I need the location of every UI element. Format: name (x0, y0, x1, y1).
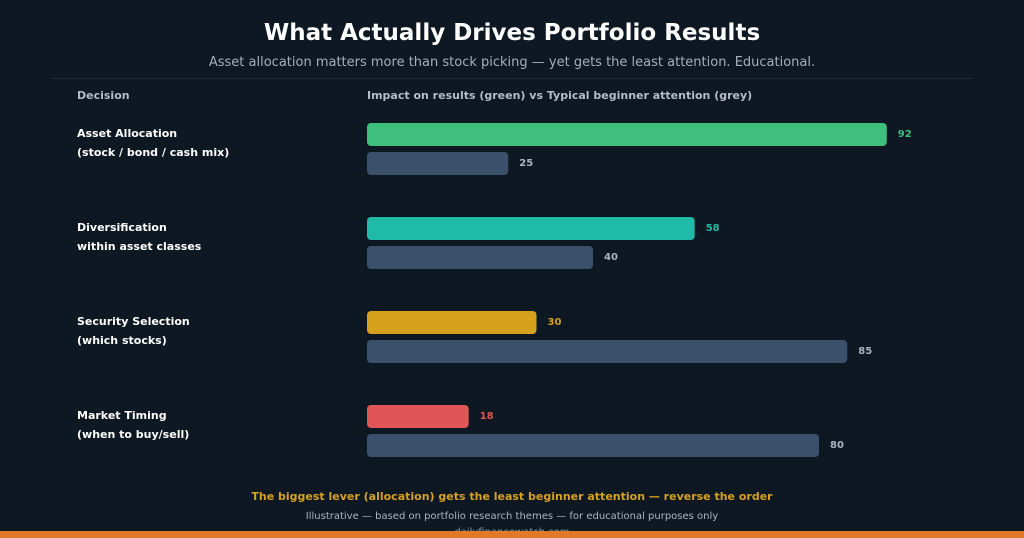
attention-bar (367, 340, 848, 363)
impact-value-label: 58 (706, 223, 720, 234)
impact-bar (367, 123, 887, 146)
impact-column-header: Impact on results (green) vs Typical beg… (367, 89, 753, 102)
attention-bar (367, 434, 819, 457)
impact-bar (367, 311, 537, 334)
category-label-line2: within asset classes (77, 240, 202, 253)
attention-value-label: 80 (830, 440, 844, 451)
category-label-line2: (when to buy/sell) (77, 428, 189, 441)
attention-bar (367, 152, 509, 175)
attention-value-label: 85 (858, 346, 872, 357)
bar-chart: Asset Allocation (stock / bond / cash mix… (77, 123, 912, 457)
category-label-line1: Asset Allocation (77, 127, 177, 140)
footnote-text: Illustrative — based on portfolio resear… (305, 511, 719, 522)
category-label-line1: Diversification (77, 221, 167, 234)
chart-title: What Actually Drives Portfolio Results (263, 20, 761, 46)
impact-value-label: 18 (480, 411, 494, 422)
impact-bar (367, 217, 695, 240)
chart-subtitle: Asset allocation matters more than stock… (208, 55, 816, 70)
category-label-line1: Market Timing (77, 409, 167, 422)
impact-value-label: 30 (548, 317, 562, 328)
attention-bar (367, 246, 593, 269)
takeaway-text: The biggest lever (allocation) gets the … (251, 490, 773, 503)
decision-column-header: Decision (77, 89, 130, 102)
bottom-accent-bar (0, 531, 1024, 538)
impact-bar (367, 405, 469, 428)
category-label-line2: (stock / bond / cash mix) (77, 146, 229, 159)
category-label-line2: (which stocks) (77, 334, 167, 347)
impact-value-label: 92 (898, 129, 912, 140)
attention-value-label: 25 (519, 158, 533, 169)
header-divider (51, 78, 973, 79)
category-label-line1: Security Selection (77, 315, 190, 328)
attention-value-label: 40 (604, 252, 618, 263)
